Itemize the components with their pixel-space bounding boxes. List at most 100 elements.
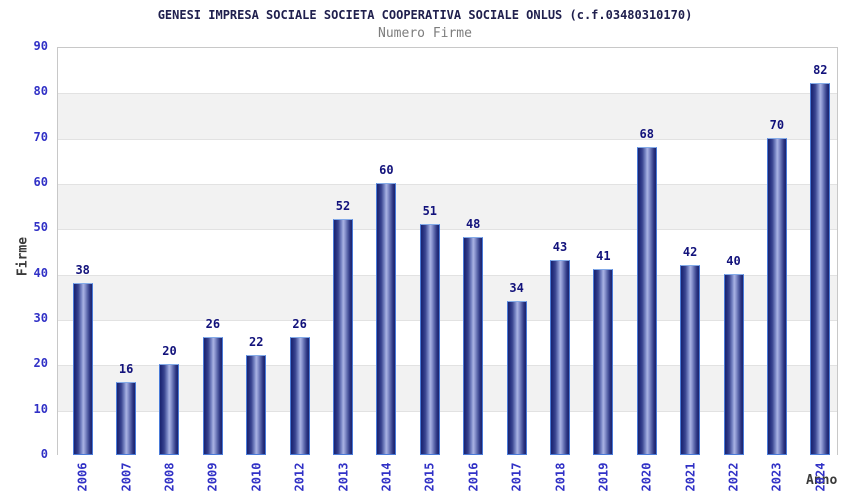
plot-band	[58, 48, 837, 94]
x-tick-label: 2012	[280, 457, 320, 497]
bar	[116, 382, 137, 455]
y-tick-label: 40	[33, 265, 48, 280]
bar-value-label: 48	[465, 217, 481, 232]
bar	[289, 337, 310, 455]
bar-value-label: 51	[422, 203, 438, 218]
plot-band	[58, 229, 837, 275]
plot-band	[58, 274, 837, 320]
x-tick-text: 2016	[466, 462, 481, 492]
plot-band	[58, 410, 837, 456]
gridline	[58, 320, 837, 321]
x-tick-text: 2015	[422, 462, 437, 492]
bar	[593, 269, 614, 455]
bar-value-label: 42	[682, 244, 698, 259]
bar	[419, 223, 440, 455]
gridline	[58, 410, 837, 412]
bar-value-label: 43	[552, 240, 568, 255]
x-tick-label: 2014	[366, 457, 406, 497]
y-tick-label: 50	[33, 220, 48, 235]
bar	[72, 282, 93, 455]
bar-value-label: 40	[726, 253, 741, 268]
bar-value-label: 38	[75, 262, 90, 277]
x-tick-text: 2024	[813, 462, 828, 492]
bar	[766, 137, 787, 455]
x-tick-text: 2021	[683, 462, 698, 492]
x-tick-text: 2006	[75, 462, 90, 492]
x-tick-label: 2015	[410, 457, 450, 497]
x-tick-text: 2010	[249, 462, 264, 492]
x-tick-label: 2009	[193, 457, 233, 497]
y-tick-label: 80	[33, 84, 48, 99]
x-tick-label: 2016	[453, 457, 493, 497]
bar	[246, 355, 267, 455]
x-tick-text: 2017	[509, 462, 524, 492]
y-tick-label: 70	[33, 129, 48, 144]
chart-subtitle: Numero Firme	[378, 26, 472, 41]
y-tick-label: 60	[33, 175, 48, 189]
bar-value-label: 34	[509, 280, 524, 295]
x-tick-text: 2012	[292, 462, 307, 492]
gridline	[58, 138, 837, 140]
y-tick-label: 0	[40, 447, 48, 461]
bar-value-label: 20	[162, 344, 177, 359]
bar	[723, 273, 744, 455]
x-tick-label: 2023	[757, 457, 797, 497]
x-tick-label: 2017	[497, 457, 537, 497]
bar	[202, 337, 223, 455]
bar	[333, 219, 354, 455]
x-tick-label: 2010	[236, 457, 276, 497]
x-tick-label: 2021	[670, 457, 710, 497]
gridline	[58, 229, 837, 231]
gridline	[58, 365, 837, 367]
gridline	[58, 274, 837, 276]
x-tick-label: 2013	[323, 457, 363, 497]
bar-value-label: 22	[249, 335, 264, 350]
bar-value-label: 41	[596, 249, 611, 264]
bar	[680, 264, 701, 455]
x-tick-text: 2018	[552, 462, 567, 492]
bar	[463, 237, 484, 455]
plot-band	[58, 320, 837, 366]
bar	[376, 183, 397, 455]
x-tick-text: 2008	[162, 462, 177, 492]
x-axis-title: Anno	[806, 473, 838, 488]
bar-value-label: 52	[335, 199, 351, 214]
y-tick-label: 90	[33, 39, 48, 53]
bar	[549, 260, 570, 455]
x-tick-label: 2008	[149, 457, 189, 497]
bar-value-label: 68	[639, 126, 654, 141]
plot-band	[58, 184, 837, 230]
bar-value-label: 16	[118, 362, 134, 377]
y-tick-label: 30	[33, 311, 48, 325]
x-tick-label: 2018	[540, 457, 580, 497]
y-tick-label: 10	[33, 401, 48, 416]
x-tick-label: 2019	[583, 457, 623, 497]
bar	[506, 300, 527, 455]
x-tick-text: 2009	[205, 462, 220, 492]
plot-band	[58, 365, 837, 411]
plot-area	[57, 47, 838, 456]
x-tick-text: 2022	[726, 462, 741, 492]
bar	[159, 364, 180, 455]
y-tick-label: 20	[33, 356, 48, 371]
x-tick-label: 2006	[63, 457, 103, 497]
x-tick-text: 2019	[596, 462, 611, 492]
plot-band	[58, 93, 837, 139]
x-tick-text: 2014	[379, 462, 394, 492]
bar-value-label: 70	[769, 117, 785, 132]
x-tick-label: 2020	[627, 457, 667, 497]
plot-band	[58, 138, 837, 184]
x-tick-label: 2024	[800, 457, 840, 497]
chart-title: GENESI IMPRESA SOCIALE SOCIETA COOPERATI…	[157, 8, 693, 22]
x-tick-text: 2020	[639, 462, 654, 492]
x-tick-label: 2022	[714, 457, 754, 497]
x-tick-text: 2013	[336, 462, 351, 492]
bar	[810, 83, 831, 455]
x-tick-text: 2007	[119, 462, 134, 492]
gridline	[58, 93, 837, 95]
bar-value-label: 26	[292, 317, 307, 332]
bar-value-label: 82	[813, 63, 828, 78]
gridline	[58, 184, 837, 185]
bar-value-label: 26	[205, 317, 221, 332]
